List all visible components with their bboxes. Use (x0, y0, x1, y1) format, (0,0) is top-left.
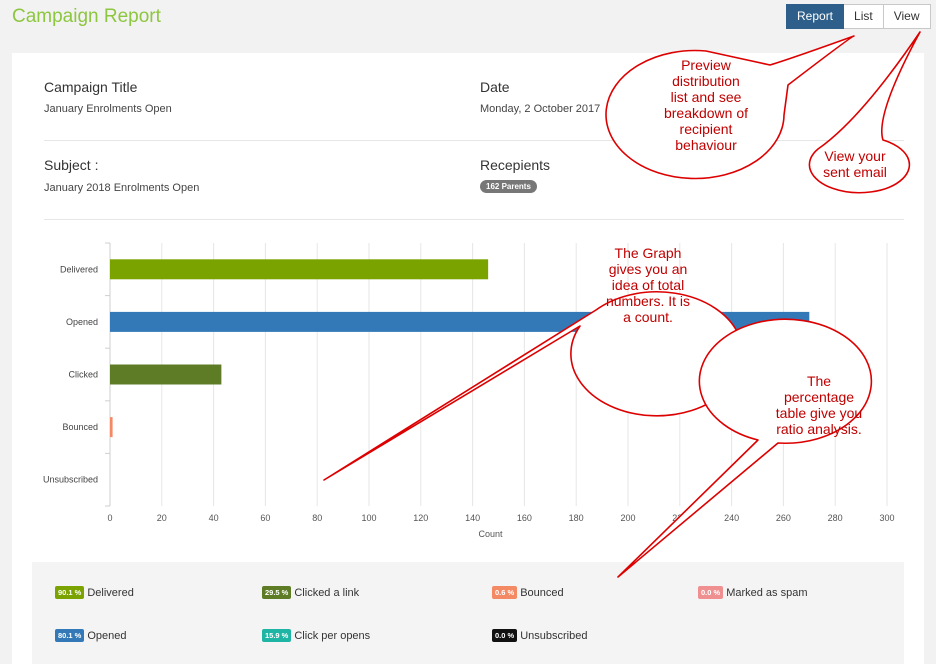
date-value: Monday, 2 October 2017 (480, 103, 601, 115)
stat-clicked: 29.5 % Clicked a link (262, 586, 359, 599)
percentage-table: 90.1 % Delivered 29.5 % Clicked a link 0… (32, 562, 904, 664)
stat-badge: 29.5 % (262, 586, 292, 599)
view-button[interactable]: View (883, 4, 931, 29)
x-tick-label: 180 (569, 513, 584, 523)
callout-graph-text: The Graph gives you an idea of total num… (605, 245, 691, 326)
x-tick-label: 200 (620, 513, 635, 523)
stat-label: Bounced (520, 586, 564, 599)
x-tick-label: 0 (107, 513, 112, 523)
campaign-title-value: January Enrolments Open (44, 103, 172, 115)
x-tick-label: 280 (828, 513, 843, 523)
stat-badge: 0.0 % (492, 629, 518, 642)
stat-badge: 0.6 % (492, 586, 518, 599)
x-tick-label: 120 (413, 513, 428, 523)
stat-bounced: 0.6 % Bounced (492, 586, 564, 599)
callout-view-text: View your sent email (823, 148, 887, 181)
recipients-badge: 162 Parents (480, 180, 537, 193)
stat-opened: 80.1 % Opened (55, 629, 127, 642)
x-tick-label: 260 (776, 513, 791, 523)
x-tick-label: 100 (361, 513, 376, 523)
callout-preview-bubble (605, 35, 855, 180)
stat-badge: 90.1 % (55, 586, 85, 599)
stat-label: Delivered (87, 586, 134, 599)
divider (44, 219, 904, 220)
stat-label: Click per opens (294, 629, 371, 642)
bar-clicked (110, 364, 222, 385)
stat-label: Opened (87, 629, 127, 642)
y-category-label: Unsubscribed (43, 475, 98, 485)
callout-percentage-bubble (617, 318, 873, 578)
page-title: Campaign Report (12, 6, 161, 27)
callout-view-bubble (808, 31, 921, 194)
stat-badge: 80.1 % (55, 629, 85, 642)
subject-value: January 2018 Enrolments Open (44, 182, 200, 194)
recipients-label: Recepients (480, 157, 551, 173)
stat-spam: 0.0 % Marked as spam (698, 586, 808, 599)
stat-unsubscribed: 0.0 % Unsubscribed (492, 629, 587, 642)
x-tick-label: 80 (312, 513, 322, 523)
x-tick-label: 60 (260, 513, 270, 523)
list-button[interactable]: List (844, 4, 884, 29)
stat-badge: 0.0 % (698, 586, 724, 599)
callout-preview-text: Preview distribution list and see breakd… (663, 57, 749, 154)
x-tick-label: 160 (517, 513, 532, 523)
stat-label: Marked as spam (726, 586, 808, 599)
y-category-label: Bounced (62, 422, 98, 432)
stat-label: Unsubscribed (520, 629, 588, 642)
callout-percentage-text: The percentage table give you ratio anal… (775, 373, 863, 438)
report-view-toggle: Report List View (786, 4, 931, 29)
stat-click-per-opens: 15.9 % Click per opens (262, 629, 370, 642)
x-tick-label: 240 (724, 513, 739, 523)
bar-bounced (110, 417, 113, 438)
y-category-label: Opened (66, 317, 98, 327)
x-axis-title: Count (478, 529, 503, 539)
report-button[interactable]: Report (786, 4, 845, 29)
campaign-title-label: Campaign Title (44, 79, 138, 95)
y-category-label: Delivered (60, 264, 98, 274)
x-tick-label: 40 (209, 513, 219, 523)
stat-label: Clicked a link (294, 586, 360, 599)
date-label: Date (480, 79, 510, 95)
stat-badge: 15.9 % (262, 629, 292, 642)
x-tick-label: 140 (465, 513, 480, 523)
y-category-label: Clicked (68, 370, 98, 380)
subject-label: Subject : (44, 157, 99, 173)
x-tick-label: 300 (879, 513, 894, 523)
bar-delivered (110, 259, 489, 280)
stat-delivered: 90.1 % Delivered (55, 586, 134, 599)
x-tick-label: 20 (157, 513, 167, 523)
divider (44, 140, 904, 141)
